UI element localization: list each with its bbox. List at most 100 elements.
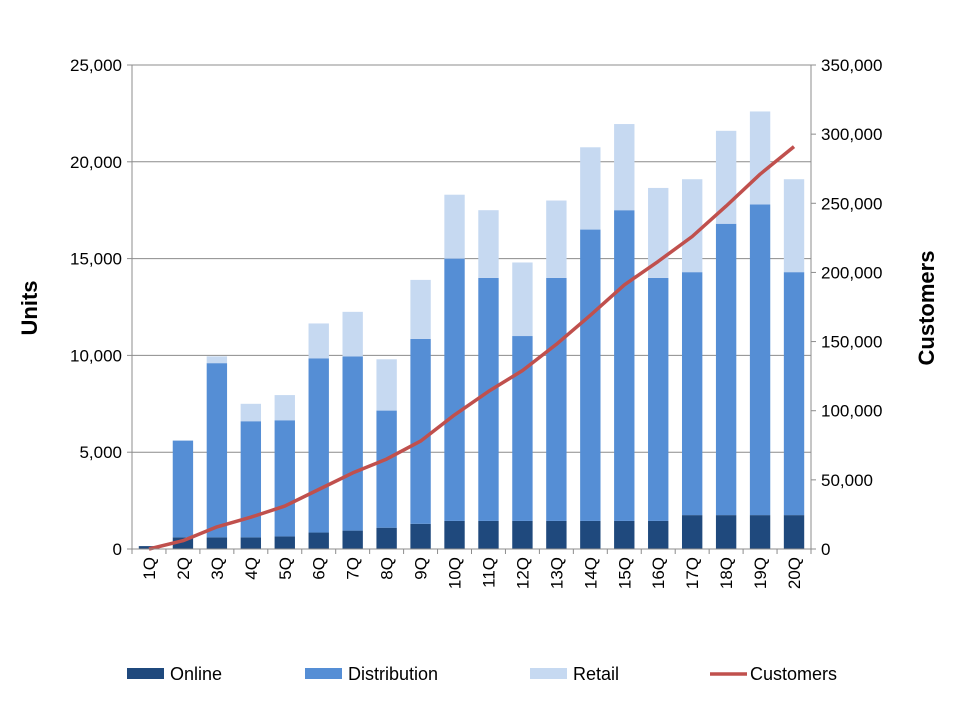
bar-online — [546, 520, 567, 549]
x-tick-label: 5Q — [276, 557, 295, 580]
x-tick-label: 1Q — [140, 557, 159, 580]
legend: Online Distribution Retail Customers — [127, 664, 837, 684]
bar-distribution — [444, 258, 465, 521]
left-tick-label: 10,000 — [70, 346, 122, 365]
bar-retail — [648, 187, 669, 278]
right-tick-label: 50,000 — [821, 471, 873, 490]
bar-online — [206, 537, 228, 549]
axes-group — [131, 65, 812, 550]
left-tick-label: 25,000 — [70, 56, 122, 75]
x-tick-label: 2Q — [174, 557, 193, 580]
bar-retail — [274, 395, 295, 421]
left-tick-label: 20,000 — [70, 153, 122, 172]
bar-online — [478, 520, 499, 549]
bar-distribution — [580, 229, 601, 521]
legend-label-customers: Customers — [750, 664, 837, 684]
bar-distribution — [512, 336, 533, 521]
right-tick-label: 0 — [821, 540, 830, 559]
bar-distribution — [172, 440, 194, 538]
bar-distribution — [376, 410, 397, 528]
legend-label-distribution: Distribution — [348, 664, 438, 684]
legend-swatch-distribution — [305, 668, 342, 679]
right-tick-label: 200,000 — [821, 263, 882, 282]
right-axis-title: Customers — [914, 251, 939, 366]
customers-line — [148, 145, 796, 551]
legend-label-retail: Retail — [573, 664, 619, 684]
bar-retail — [240, 403, 262, 422]
bar-retail — [783, 179, 805, 273]
left-tick-label: 5,000 — [79, 443, 122, 462]
bar-online — [715, 515, 737, 549]
bar-distribution — [681, 272, 703, 516]
x-tick-label: 20Q — [785, 557, 804, 589]
bar-retail — [410, 279, 431, 339]
bar-distribution — [715, 223, 737, 516]
bar-online — [342, 530, 363, 549]
legend-swatch-retail — [530, 668, 567, 679]
bar-online — [512, 520, 533, 549]
x-tick-label: 18Q — [717, 557, 736, 589]
left-axis-title: Units — [17, 281, 42, 336]
bar-online — [648, 520, 669, 549]
x-axis-ticks: 1Q 2Q 3Q 4Q 5Q 6Q 7Q 8Q 9Q 10Q 11Q 12Q 13Q 14Q 15Q 16Q 1… — [131, 549, 812, 589]
x-tick-label: 7Q — [344, 557, 363, 580]
bars-group — [138, 111, 805, 549]
bar-retail — [376, 359, 397, 411]
bar-distribution — [342, 356, 363, 531]
right-tick-label: 300,000 — [821, 125, 882, 144]
x-tick-label: 13Q — [547, 557, 566, 589]
right-tick-label: 250,000 — [821, 194, 882, 213]
legend-swatch-online — [127, 668, 164, 679]
bar-distribution — [648, 277, 669, 521]
bar-retail — [478, 210, 499, 278]
bar-online — [681, 515, 703, 549]
bar-retail — [546, 200, 567, 278]
left-tick-label: 15,000 — [70, 250, 122, 269]
bar-distribution — [546, 277, 567, 521]
x-tick-label: 11Q — [479, 557, 498, 588]
bar-online — [274, 536, 295, 549]
bar-online — [308, 532, 329, 549]
x-tick-label: 19Q — [751, 557, 770, 589]
x-tick-label: 15Q — [615, 557, 634, 589]
x-tick-label: 4Q — [242, 557, 261, 580]
x-tick-label: 17Q — [683, 557, 702, 589]
bar-distribution — [614, 210, 635, 521]
customers-line-group — [148, 145, 796, 551]
bar-distribution — [240, 421, 262, 538]
bar-online — [580, 520, 601, 549]
bar-retail — [342, 311, 363, 357]
bar-online — [376, 527, 397, 549]
bar-online — [749, 515, 771, 549]
right-tick-label: 350,000 — [821, 56, 882, 75]
bar-retail — [580, 147, 601, 230]
bar-distribution — [749, 204, 771, 516]
bar-online — [614, 520, 635, 549]
left-tick-label: 0 — [113, 540, 122, 559]
bar-distribution — [206, 363, 228, 538]
bar-retail — [444, 194, 465, 259]
bar-online — [172, 537, 194, 549]
left-axis-ticks: 0 5,000 10,000 15,000 20,000 25,000 — [70, 56, 132, 559]
x-tick-label: 6Q — [310, 557, 329, 580]
right-tick-label: 100,000 — [821, 402, 882, 421]
x-tick-label: 9Q — [412, 557, 431, 580]
x-tick-label: 10Q — [446, 557, 465, 589]
right-tick-label: 150,000 — [821, 333, 882, 352]
gridlines — [132, 64, 811, 453]
bar-online — [444, 520, 465, 549]
legend-label-online: Online — [170, 664, 222, 684]
bar-distribution — [410, 338, 431, 524]
bar-retail — [512, 262, 533, 337]
bar-online — [783, 515, 805, 549]
bar-retail — [308, 323, 329, 359]
bar-retail — [206, 356, 228, 364]
right-axis-ticks: 0 50,000 100,000 150,000 200,000 250,000 300,0… — [811, 56, 882, 559]
bar-distribution — [783, 272, 805, 516]
x-tick-label: 14Q — [581, 557, 600, 589]
bar-retail — [614, 124, 635, 211]
bar-online — [410, 523, 431, 549]
bar-retail — [749, 111, 771, 205]
bar-retail — [715, 130, 737, 224]
